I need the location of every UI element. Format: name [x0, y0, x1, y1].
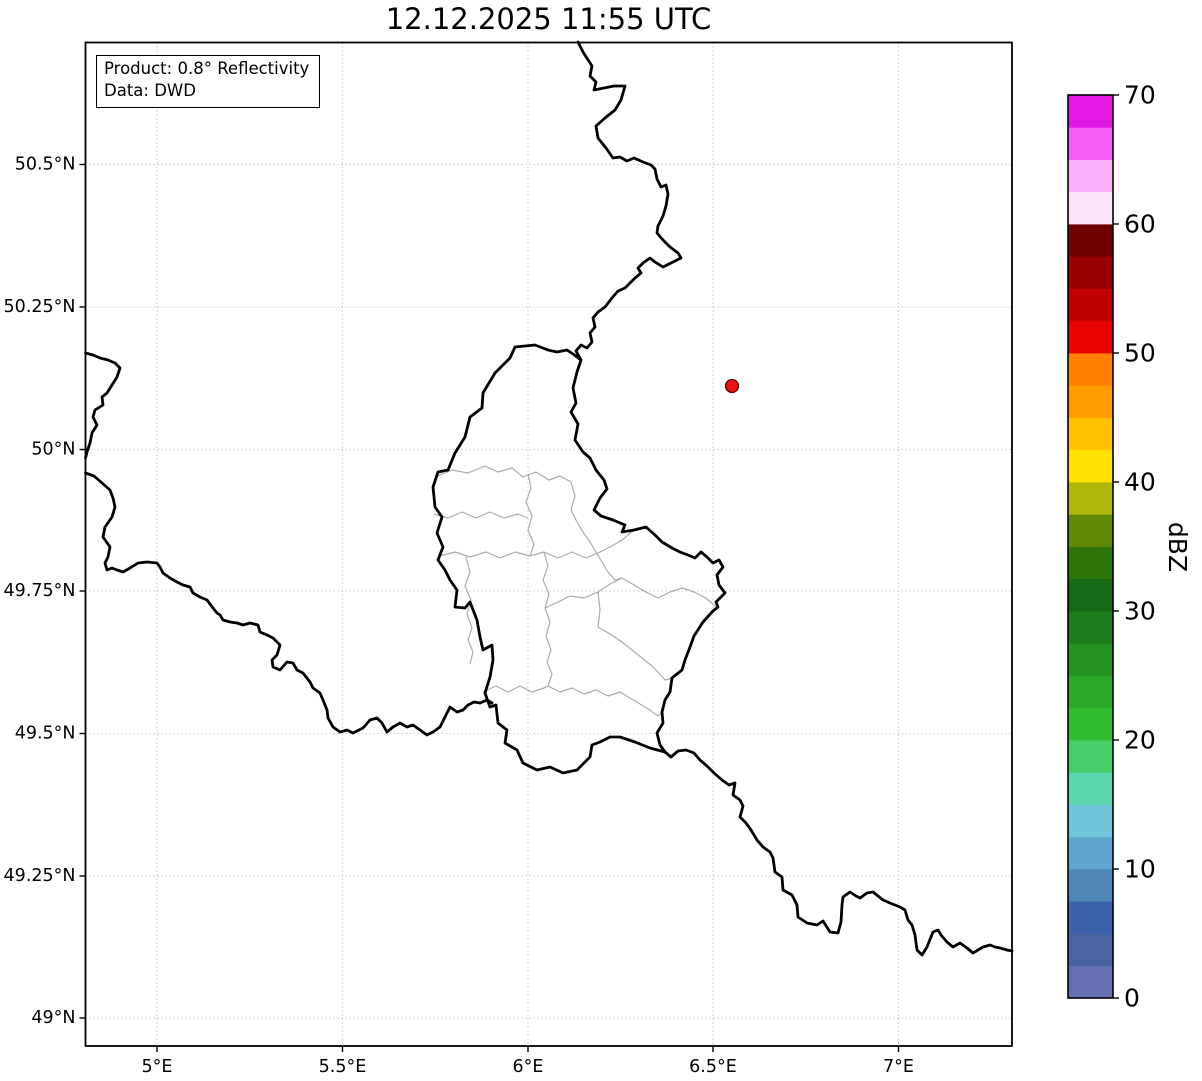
colorbar-segment — [1068, 320, 1113, 354]
colorbar-tick-label: 30 — [1124, 597, 1156, 626]
district-border — [597, 591, 673, 681]
y-axis-tick-label: 49°N — [31, 1008, 75, 1028]
colorbar-segment — [1068, 707, 1113, 741]
colorbar-segment — [1068, 675, 1113, 709]
colorbar-unit-label: dBZ — [1163, 521, 1192, 573]
product-line: Product: 0.8° Reflectivity — [104, 59, 310, 78]
product-info-box: Product: 0.8° Reflectivity Data: DWD — [96, 55, 321, 108]
data-source-line: Data: DWD — [104, 81, 196, 101]
colorbar-segment — [1068, 546, 1113, 580]
colorbar-segment — [1068, 417, 1113, 451]
colorbar-segment — [1068, 288, 1113, 322]
colorbar-segment — [1068, 772, 1113, 805]
colorbar-segment — [1068, 869, 1113, 902]
colorbar-frame — [1067, 94, 1114, 999]
district-border — [433, 511, 529, 519]
district-border — [570, 481, 623, 581]
colorbar-tick-label: 70 — [1124, 81, 1156, 110]
colorbar-segment — [1068, 127, 1113, 160]
x-axis-tick-label: 6.5°E — [689, 1057, 737, 1077]
district-border — [482, 685, 663, 717]
colorbar-segment — [1068, 385, 1113, 418]
y-axis-tick-label: 49.25°N — [4, 866, 76, 886]
colorbar-segment — [1068, 256, 1113, 289]
y-axis-tick-label: 50.25°N — [4, 297, 76, 317]
colorbar-segment — [1068, 933, 1113, 967]
x-axis-tick-label: 7°E — [883, 1057, 914, 1077]
colorbar-tick-label: 0 — [1124, 984, 1140, 1013]
district-border — [544, 577, 717, 609]
colorbar-segment — [1068, 611, 1113, 644]
district-border — [434, 465, 572, 483]
country-border — [663, 748, 1014, 957]
colorbar-segment — [1068, 740, 1113, 773]
colorbar-segment — [1068, 514, 1113, 547]
colorbar-segment — [1068, 449, 1113, 483]
colorbar-segment — [1068, 965, 1113, 999]
radar-location-dot — [724, 378, 740, 394]
x-axis-tick-label: 6°E — [513, 1057, 544, 1077]
colorbar-segment — [1068, 643, 1113, 676]
x-axis-tick-label: 5°E — [142, 1057, 173, 1077]
colorbar-segment — [1068, 224, 1113, 257]
plot-frame — [84, 41, 1013, 1047]
colorbar-tick-label: 50 — [1124, 339, 1156, 368]
y-axis-tick-label: 50°N — [31, 440, 75, 460]
colorbar-tick-label: 20 — [1124, 726, 1156, 755]
y-axis-tick-label: 50.5°N — [15, 155, 76, 175]
district-border — [439, 529, 635, 559]
y-axis-tick-label: 49.5°N — [15, 724, 76, 744]
figure-title: 12.12.2025 11:55 UTC — [385, 2, 712, 36]
colorbar-tick-label: 60 — [1124, 210, 1156, 239]
colorbar-tick-label: 40 — [1124, 468, 1156, 497]
colorbar-segment — [1068, 191, 1113, 225]
country-border — [84, 471, 494, 737]
colorbar-segment — [1068, 901, 1113, 934]
colorbar-segment — [1068, 353, 1113, 386]
colorbar-segment — [1068, 159, 1113, 193]
country-border — [431, 343, 727, 775]
colorbar-segment — [1068, 804, 1113, 838]
y-axis-tick-label: 49.75°N — [4, 581, 76, 601]
district-border — [464, 556, 474, 665]
colorbar-segment — [1068, 578, 1113, 612]
district-border — [542, 551, 553, 687]
colorbar-segment — [1068, 836, 1113, 870]
country-border — [84, 351, 122, 460]
x-axis-tick-label: 5.5°E — [319, 1057, 367, 1077]
district-border — [525, 473, 535, 557]
country-border — [574, 40, 683, 362]
colorbar-segment — [1068, 95, 1113, 128]
colorbar-tick-label: 10 — [1124, 855, 1156, 884]
colorbar-segment — [1068, 482, 1113, 515]
